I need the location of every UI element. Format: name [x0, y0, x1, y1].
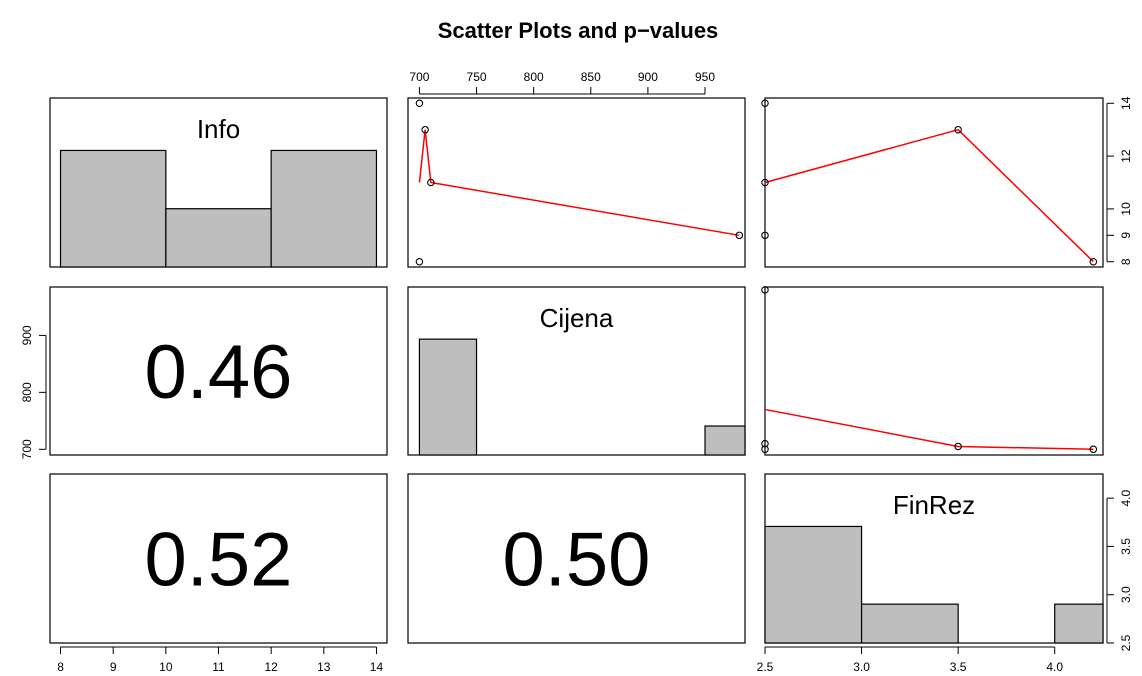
y-axis-left-cijena-tick-label: 900	[20, 325, 34, 345]
panel-frame-cijena-finrez	[764, 286, 1104, 456]
p-value-finrez-cijena: 0.50	[503, 518, 651, 603]
y-axis-right-info-tick-label: 8	[1119, 258, 1133, 265]
histogram-bar-cijena	[418, 338, 478, 456]
x-axis-top-cijena-tick-label: 950	[695, 70, 715, 84]
histogram-bar-info	[59, 149, 167, 268]
scatter-point-info-vs-cijena	[415, 257, 424, 266]
chart-title: Scatter Plots and p−values	[438, 18, 719, 43]
diagonal-label-finrez: FinRez	[893, 490, 975, 520]
y-axis-right-info-tick-label: 10	[1119, 202, 1133, 216]
smooth-line-info-vs-cijena	[418, 129, 740, 237]
smooth-line-info-vs-finrez	[764, 128, 1094, 263]
x-axis-bottom-info-tick-label: 12	[264, 660, 278, 674]
scatter-point-info-vs-cijena	[421, 125, 429, 134]
x-axis-bottom-info-tick-label: 10	[159, 660, 173, 674]
x-axis-bottom-finrez-tick-label: 3.0	[853, 660, 870, 674]
y-axis-left-cijena-tick-label: 700	[20, 439, 34, 459]
x-axis-bottom-info-tick-label: 13	[317, 660, 331, 674]
y-axis-right-finrez-tick-label: 3.5	[1119, 538, 1133, 555]
panel-frame-info-cijena	[407, 97, 746, 268]
x-axis-top-cijena-tick-label: 800	[524, 70, 544, 84]
diagonal-label-info: Info	[197, 114, 240, 144]
histogram-bar-finrez	[860, 603, 959, 644]
scatter-point-cijena-vs-finrez	[761, 286, 769, 294]
x-axis-top-cijena-tick-label: 700	[409, 70, 429, 84]
histogram-bar-finrez	[1054, 603, 1104, 644]
x-axis-bottom-finrez-tick-label: 2.5	[757, 660, 774, 674]
y-axis-left-cijena-tick-label: 800	[20, 382, 34, 402]
y-axis-right-finrez-tick-label: 3.0	[1119, 586, 1133, 603]
panel-frame-finrez-info	[49, 473, 388, 644]
y-axis-right-info-tick-label: 9	[1119, 232, 1133, 239]
scatter-point-info-vs-cijena	[427, 178, 435, 187]
scatter-point-info-vs-finrez	[761, 231, 769, 240]
histogram-bar-info	[165, 208, 272, 268]
diagonal-label-cijena: Cijena	[540, 303, 614, 333]
scatter-point-cijena-vs-finrez	[1089, 445, 1098, 454]
histogram-bar-finrez	[764, 525, 863, 644]
x-axis-top-cijena-tick-label: 900	[638, 70, 658, 84]
smooth-line-cijena-vs-finrez	[764, 408, 1094, 451]
y-axis-right-info-tick-label: 14	[1119, 96, 1133, 110]
x-axis-bottom-finrez-tick-label: 3.5	[950, 660, 967, 674]
scatter-point-info-vs-finrez	[954, 125, 962, 134]
panel-frame-finrez-cijena	[407, 473, 746, 644]
p-value-cijena-info: 0.46	[145, 330, 293, 415]
panel-frame-cijena-info	[49, 286, 388, 456]
scatter-point-info-vs-finrez	[761, 99, 769, 108]
scatter-point-cijena-vs-finrez	[761, 439, 769, 448]
histogram-bar-info	[270, 149, 378, 268]
scatter-point-info-vs-finrez	[761, 178, 769, 187]
scatter-point-info-vs-finrez	[1089, 257, 1098, 266]
x-axis-top-cijena-tick-label: 850	[581, 70, 601, 84]
scatter-point-info-vs-cijena	[735, 231, 744, 240]
scatter-point-cijena-vs-finrez	[761, 445, 769, 454]
x-axis-bottom-info-tick-label: 14	[370, 660, 384, 674]
x-axis-bottom-info-tick-label: 9	[110, 660, 117, 674]
scatter-point-info-vs-cijena	[415, 99, 424, 108]
histogram-bar-cijena	[704, 425, 746, 456]
scatter-point-cijena-vs-finrez	[954, 442, 962, 451]
panel-frame-info-finrez	[764, 97, 1104, 268]
panel-frame-cijena-cijena	[407, 286, 746, 456]
y-axis-right-finrez-tick-label: 2.5	[1119, 634, 1133, 651]
y-axis-right-info-tick-label: 12	[1119, 149, 1133, 163]
x-axis-bottom-info-tick-label: 11	[212, 660, 225, 674]
p-value-finrez-info: 0.52	[145, 518, 293, 603]
x-axis-bottom-finrez-tick-label: 4.0	[1046, 660, 1063, 674]
x-axis-top-cijena-tick-label: 750	[467, 70, 487, 84]
x-axis-bottom-info-tick-label: 8	[57, 660, 64, 674]
y-axis-right-finrez-tick-label: 4.0	[1119, 489, 1133, 506]
